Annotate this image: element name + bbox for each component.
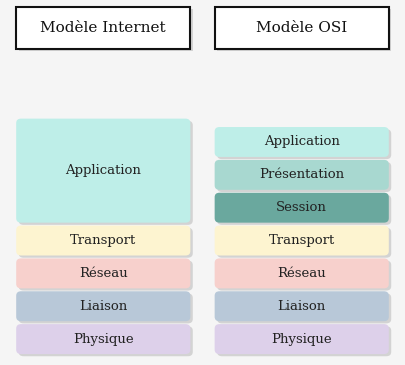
Text: Physique: Physique (271, 333, 332, 346)
FancyBboxPatch shape (19, 228, 193, 258)
FancyBboxPatch shape (217, 9, 391, 51)
FancyBboxPatch shape (217, 129, 391, 159)
Text: Réseau: Réseau (79, 267, 128, 280)
FancyBboxPatch shape (19, 326, 193, 356)
FancyBboxPatch shape (16, 226, 190, 255)
Text: Transport: Transport (70, 234, 136, 247)
Text: Liaison: Liaison (277, 300, 326, 313)
FancyBboxPatch shape (217, 326, 391, 356)
Text: Réseau: Réseau (277, 267, 326, 280)
FancyBboxPatch shape (19, 261, 193, 291)
FancyBboxPatch shape (215, 258, 389, 288)
FancyBboxPatch shape (16, 7, 190, 49)
FancyBboxPatch shape (215, 160, 389, 190)
Text: Application: Application (65, 164, 141, 177)
FancyBboxPatch shape (217, 195, 391, 225)
Text: Physique: Physique (73, 333, 134, 346)
FancyBboxPatch shape (217, 293, 391, 323)
FancyBboxPatch shape (217, 228, 391, 258)
FancyBboxPatch shape (19, 121, 193, 225)
FancyBboxPatch shape (215, 193, 389, 223)
FancyBboxPatch shape (215, 226, 389, 255)
FancyBboxPatch shape (215, 127, 389, 157)
FancyBboxPatch shape (215, 7, 389, 49)
Text: Liaison: Liaison (79, 300, 128, 313)
FancyBboxPatch shape (16, 119, 190, 223)
FancyBboxPatch shape (19, 293, 193, 323)
FancyBboxPatch shape (19, 9, 193, 51)
Text: Session: Session (276, 201, 327, 214)
FancyBboxPatch shape (217, 261, 391, 291)
FancyBboxPatch shape (16, 324, 190, 354)
FancyBboxPatch shape (215, 324, 389, 354)
Text: Application: Application (264, 135, 340, 149)
Text: Modèle OSI: Modèle OSI (256, 21, 347, 35)
FancyBboxPatch shape (16, 291, 190, 321)
Text: Transport: Transport (269, 234, 335, 247)
FancyBboxPatch shape (217, 162, 391, 192)
FancyBboxPatch shape (16, 258, 190, 288)
FancyBboxPatch shape (215, 291, 389, 321)
Text: Modèle Internet: Modèle Internet (40, 21, 166, 35)
Text: Présentation: Présentation (259, 168, 344, 181)
